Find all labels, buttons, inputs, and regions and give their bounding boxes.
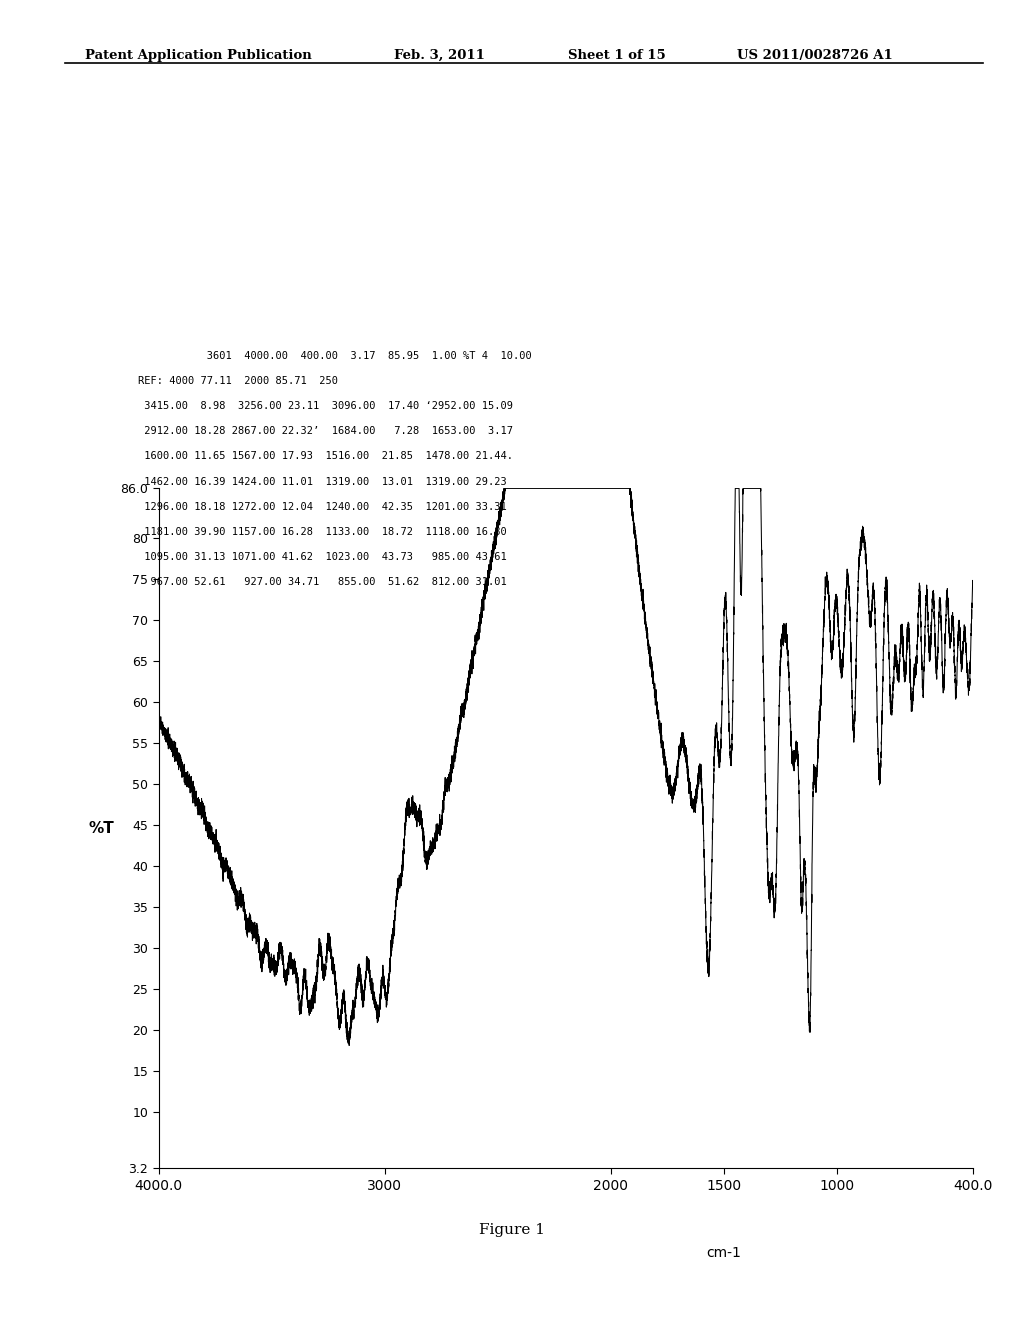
Text: US 2011/0028726 A1: US 2011/0028726 A1 (737, 49, 893, 62)
Text: 1095.00 31.13 1071.00 41.62  1023.00  43.73   985.00 43.61: 1095.00 31.13 1071.00 41.62 1023.00 43.7… (138, 552, 507, 562)
Text: REF: 4000 77.11  2000 85.71  250: REF: 4000 77.11 2000 85.71 250 (138, 376, 338, 387)
Text: 3601  4000.00  400.00  3.17  85.95  1.00 %T 4  10.00: 3601 4000.00 400.00 3.17 85.95 1.00 %T 4… (138, 351, 532, 362)
Text: 967.00 52.61   927.00 34.71   855.00  51.62  812.00 31.01: 967.00 52.61 927.00 34.71 855.00 51.62 8… (138, 577, 507, 587)
Text: 1600.00 11.65 1567.00 17.93  1516.00  21.85  1478.00 21.44.: 1600.00 11.65 1567.00 17.93 1516.00 21.8… (138, 451, 513, 462)
Text: Figure 1: Figure 1 (479, 1224, 545, 1237)
Text: 2912.00 18.28 2867.00 22.32’  1684.00   7.28  1653.00  3.17: 2912.00 18.28 2867.00 22.32’ 1684.00 7.2… (138, 426, 513, 437)
Text: %T: %T (89, 821, 115, 836)
Text: 1181.00 39.90 1157.00 16.28  1133.00  18.72  1118.00 16.80: 1181.00 39.90 1157.00 16.28 1133.00 18.7… (138, 527, 507, 537)
Text: cm-1: cm-1 (707, 1246, 741, 1261)
Text: Sheet 1 of 15: Sheet 1 of 15 (568, 49, 666, 62)
Text: 1462.00 16.39 1424.00 11.01  1319.00  13.01  1319.00 29.23: 1462.00 16.39 1424.00 11.01 1319.00 13.0… (138, 477, 507, 487)
Text: Patent Application Publication: Patent Application Publication (85, 49, 311, 62)
Text: Feb. 3, 2011: Feb. 3, 2011 (394, 49, 485, 62)
Text: 3415.00  8.98  3256.00 23.11  3096.00  17.40 ‘2952.00 15.09: 3415.00 8.98 3256.00 23.11 3096.00 17.40… (138, 401, 513, 412)
Text: 1296.00 18.18 1272.00 12.04  1240.00  42.35  1201.00 33.31: 1296.00 18.18 1272.00 12.04 1240.00 42.3… (138, 502, 507, 512)
